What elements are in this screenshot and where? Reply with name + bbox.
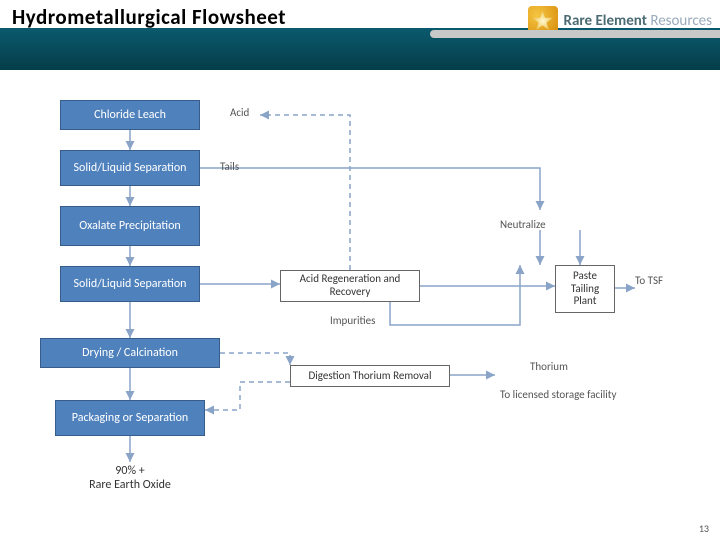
label-impurities-lbl: Impurities xyxy=(330,314,375,327)
label-neutralize-lbl: Neutralize xyxy=(500,218,546,231)
label-storage-lbl: To licensed storage facility xyxy=(500,388,616,401)
final-pct: 90% + xyxy=(70,464,190,478)
process-oxalate: Oxalate Precipitation xyxy=(60,206,200,246)
process-chloride-leach: Chloride Leach xyxy=(60,100,200,130)
brand-underline xyxy=(430,30,720,38)
process-sls2: Solid/Liquid Separation xyxy=(60,266,200,302)
page-number: 13 xyxy=(696,521,712,536)
aux-acid-regen: Acid Regeneration and Recovery xyxy=(280,270,420,302)
slide-title: Hydrometallurgical Flowsheet xyxy=(12,4,286,30)
connector xyxy=(200,168,540,210)
flowchart-canvas: 90% + Rare Earth Oxide Chloride Leach Sol… xyxy=(0,70,720,540)
slide-header: Hydrometallurgical Flowsheet Rare Elemen… xyxy=(0,0,720,70)
process-sls1: Solid/Liquid Separation xyxy=(60,150,200,186)
connector xyxy=(220,353,290,365)
label-thorium-lbl: Thorium xyxy=(530,360,568,373)
aux-paste: Paste Tailing Plant xyxy=(555,265,615,313)
connector xyxy=(260,115,350,270)
brand-sub: Resources xyxy=(650,12,712,30)
label-acid-lbl: Acid xyxy=(230,106,249,119)
process-pkg: Packaging or Separation xyxy=(55,400,205,436)
connector xyxy=(205,382,290,410)
brand-main: Rare Element xyxy=(564,12,647,30)
brand-text: Rare Element Resources xyxy=(564,12,712,30)
label-tsf-lbl: To TSF xyxy=(635,274,663,287)
label-tails-lbl: Tails xyxy=(220,160,239,173)
process-dry: Drying / Calcination xyxy=(40,338,220,368)
final-product: Rare Earth Oxide xyxy=(70,478,190,492)
final-output-label: 90% + Rare Earth Oxide xyxy=(70,464,190,493)
aux-thorium: Digestion Thorium Removal xyxy=(290,365,450,387)
